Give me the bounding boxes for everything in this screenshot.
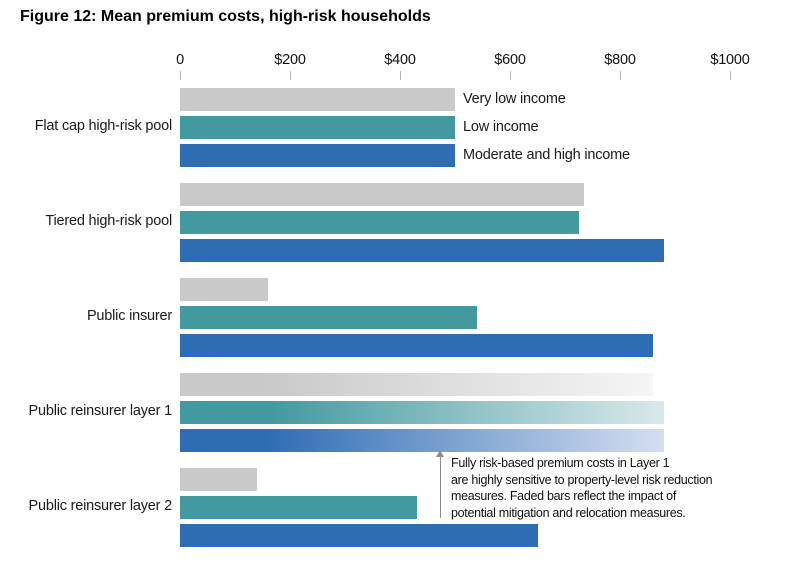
x-tick-mark — [730, 71, 731, 80]
x-tick-mark — [290, 71, 291, 80]
x-tick-label: $1000 — [710, 52, 750, 68]
category-label: Flat cap high-risk pool — [34, 118, 172, 134]
x-tick-mark — [400, 71, 401, 80]
bar — [180, 144, 455, 167]
bar — [180, 116, 455, 139]
bar — [180, 239, 664, 262]
annotation-arrow-up-icon — [436, 450, 444, 457]
annotation-arrow-line — [440, 457, 441, 518]
legend-label: Very low income — [463, 91, 566, 107]
bar — [180, 306, 477, 329]
figure-title: Figure 12: Mean premium costs, high-risk… — [20, 8, 431, 25]
x-tick-label: $600 — [494, 52, 526, 68]
legend-label: Moderate and high income — [463, 147, 630, 163]
annotation-text: Fully risk-based premium costs in Layer … — [451, 456, 713, 520]
bar — [180, 183, 585, 206]
bar — [180, 373, 653, 396]
bar — [180, 401, 664, 424]
bar — [180, 278, 268, 301]
category-label: Tiered high-risk pool — [45, 213, 172, 229]
bar — [180, 211, 579, 234]
bar — [180, 496, 417, 519]
bar — [180, 468, 257, 491]
x-tick-label: 0 — [176, 52, 184, 68]
bar — [180, 334, 653, 357]
x-tick-label: $800 — [604, 52, 636, 68]
x-tick-mark — [510, 71, 511, 80]
category-label: Public reinsurer layer 1 — [28, 403, 173, 419]
x-tick-mark — [620, 71, 621, 80]
category-label: Public reinsurer layer 2 — [28, 498, 173, 514]
x-tick-mark — [180, 71, 181, 80]
legend-label: Low income — [463, 119, 539, 135]
x-tick-label: $400 — [384, 52, 416, 68]
bar — [180, 429, 664, 452]
x-tick-label: $200 — [274, 52, 306, 68]
bar — [180, 524, 538, 547]
category-label: Public insurer — [86, 308, 172, 324]
bar — [180, 88, 455, 111]
